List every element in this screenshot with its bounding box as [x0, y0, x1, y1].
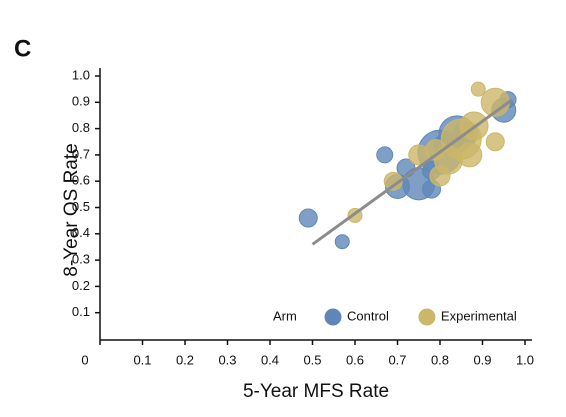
- y-tick-label: 1.0: [72, 67, 90, 82]
- y-tick-label: 0.4: [72, 225, 90, 240]
- x-axis-label: 5-Year MFS Rate: [243, 381, 389, 402]
- legend-label: Experimental: [441, 308, 517, 323]
- x-tick-label: 0.2: [176, 352, 194, 367]
- y-tick-label: 0.7: [72, 146, 90, 161]
- bubble: [334, 234, 350, 250]
- x-tick-label: 0: [81, 352, 88, 367]
- trend-line: [311, 98, 514, 246]
- y-axis-label: 8-Year OS Rate: [61, 143, 82, 276]
- bubble: [298, 208, 318, 228]
- x-tick-label: 0.7: [388, 352, 406, 367]
- x-tick-label: 0.1: [133, 352, 151, 367]
- y-tick-label: 0.5: [72, 199, 90, 214]
- y-tick-label: 0.2: [72, 278, 90, 293]
- y-tick-label: 0.3: [72, 252, 90, 267]
- legend-label: Control: [347, 308, 389, 323]
- bubble: [383, 171, 403, 191]
- panel-label: C: [14, 35, 31, 62]
- x-tick-label: 0.5: [303, 352, 321, 367]
- legend-marker: [324, 308, 342, 326]
- bubble: [485, 132, 505, 152]
- y-tick-label: 0.8: [72, 120, 90, 135]
- x-tick-label: 0.4: [261, 352, 279, 367]
- x-tick-label: 0.3: [218, 352, 236, 367]
- x-tick-label: 0.6: [346, 352, 364, 367]
- x-tick-label: 0.9: [473, 352, 491, 367]
- y-tick-label: 0.6: [72, 173, 90, 188]
- x-tick-label: 0.8: [431, 352, 449, 367]
- bubble: [470, 81, 486, 97]
- y-tick-label: 0.9: [72, 94, 90, 109]
- bubble: [376, 146, 394, 164]
- y-tick-label: 0.1: [72, 304, 90, 319]
- legend-marker: [418, 308, 436, 326]
- x-tick-label: 1.0: [516, 352, 534, 367]
- legend-title: Arm: [273, 308, 297, 323]
- bubble: [457, 142, 483, 168]
